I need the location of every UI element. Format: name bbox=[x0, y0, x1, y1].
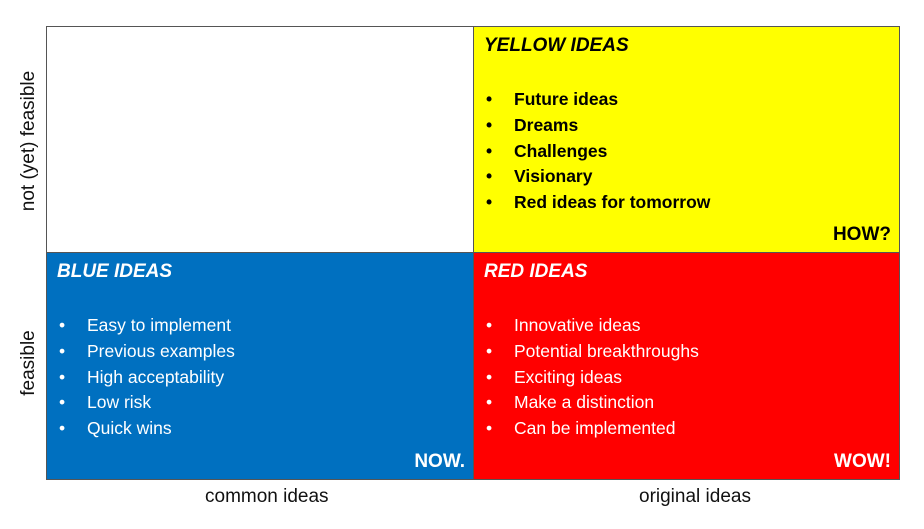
list-item: Quick wins bbox=[59, 416, 235, 442]
x-axis-label-original: original ideas bbox=[639, 486, 751, 507]
list-item: Exciting ideas bbox=[486, 365, 699, 391]
red-ideas-tag: WOW! bbox=[834, 451, 891, 472]
yellow-ideas-quadrant: YELLOW IDEAS Future ideas Dreams Challen… bbox=[473, 26, 900, 253]
list-item: Potential breakthroughs bbox=[486, 339, 699, 365]
list-item: High acceptability bbox=[59, 365, 235, 391]
idea-matrix: YELLOW IDEAS Future ideas Dreams Challen… bbox=[46, 26, 900, 480]
list-item: Future ideas bbox=[486, 87, 710, 113]
list-item: Dreams bbox=[486, 113, 710, 139]
list-item: Red ideas for tomorrow bbox=[486, 190, 710, 216]
y-axis-label-not-feasible: not (yet) feasible bbox=[18, 70, 39, 212]
x-axis-label-common: common ideas bbox=[205, 486, 329, 507]
list-item: Innovative ideas bbox=[486, 313, 699, 339]
list-item: Challenges bbox=[486, 139, 710, 165]
blue-ideas-quadrant: BLUE IDEAS Easy to implement Previous ex… bbox=[46, 252, 474, 480]
blue-ideas-list: Easy to implement Previous examples High… bbox=[59, 313, 235, 442]
list-item: Low risk bbox=[59, 390, 235, 416]
red-ideas-title: RED IDEAS bbox=[484, 261, 588, 282]
yellow-ideas-list: Future ideas Dreams Challenges Visionary… bbox=[486, 87, 710, 216]
list-item: Visionary bbox=[486, 164, 710, 190]
list-item: Can be implemented bbox=[486, 416, 699, 442]
yellow-ideas-tag: HOW? bbox=[832, 224, 891, 245]
list-item: Easy to implement bbox=[59, 313, 235, 339]
empty-quadrant bbox=[46, 26, 474, 253]
list-item: Make a distinction bbox=[486, 390, 699, 416]
list-item: Previous examples bbox=[59, 339, 235, 365]
y-axis-label-feasible: feasible bbox=[18, 330, 39, 396]
blue-ideas-tag: NOW. bbox=[414, 451, 465, 472]
blue-ideas-title: BLUE IDEAS bbox=[57, 261, 173, 282]
red-ideas-list: Innovative ideas Potential breakthroughs… bbox=[486, 313, 699, 442]
red-ideas-quadrant: RED IDEAS Innovative ideas Potential bre… bbox=[473, 252, 900, 480]
yellow-ideas-title: YELLOW IDEAS bbox=[484, 35, 629, 56]
